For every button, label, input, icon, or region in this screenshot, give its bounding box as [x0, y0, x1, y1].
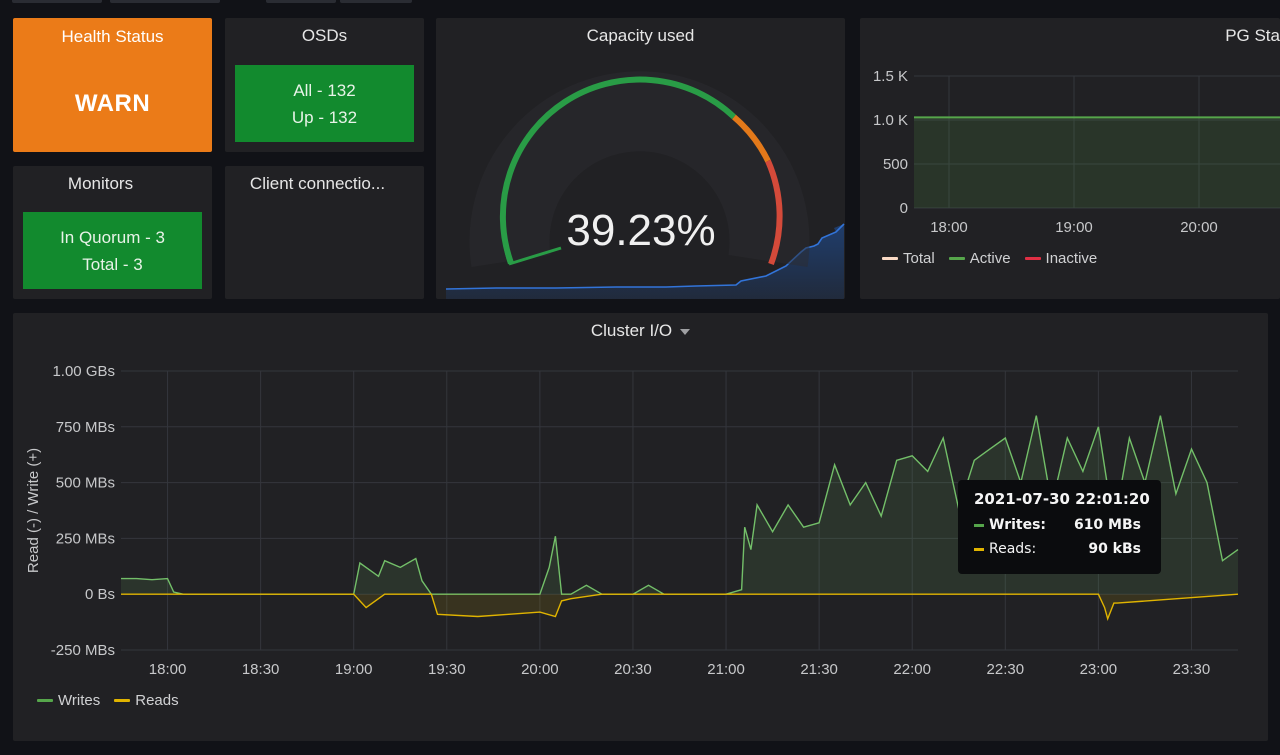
io-legend-writes-label: Writes [58, 692, 101, 709]
monitors-quorum: In Quorum - 3 [60, 227, 165, 247]
pg-legend-active-label: Active [969, 250, 1011, 267]
client-connections-title: Client connectio... [249, 174, 386, 193]
health-status-panel[interactable]: Health Status WARN [13, 18, 212, 152]
pg-status-chart: 1.5 K 1.0 K 500 0 18:00 19:00 20:00 [873, 68, 1280, 236]
pg-y-tick: 1.5 K [873, 68, 908, 85]
tooltip-time: 2021-07-30 22:01:20 [974, 490, 1150, 508]
health-status-value: WARN [74, 90, 151, 117]
pg-x-tick: 18:00 [930, 219, 968, 236]
monitors-stat-box: In Quorum - 3 Total - 3 [23, 212, 202, 289]
toolbar-tab[interactable] [340, 0, 412, 3]
io-legend-writes-swatch [37, 699, 53, 702]
pg-legend-inactive-swatch [1024, 257, 1041, 260]
pg-legend-inactive[interactable]: Inactive [1024, 250, 1098, 267]
pg-legend-total-swatch [882, 257, 898, 260]
io-legend-reads[interactable]: Reads [114, 692, 179, 709]
osds-all: All - 132 [293, 80, 356, 100]
gauge-band-green [499, 76, 737, 265]
gauge-band-orange [732, 114, 771, 163]
tooltip-reads-value: 90 kBs [1088, 541, 1141, 557]
osds-title: OSDs [301, 26, 348, 45]
pg-x-tick: 20:00 [1180, 219, 1218, 236]
cluster-io-header[interactable]: Cluster I/O [13, 321, 1268, 341]
monitors-total: Total - 3 [82, 254, 143, 274]
cluster-io-title: Cluster I/O [590, 321, 673, 340]
pg-x-tick: 19:00 [1055, 219, 1093, 236]
toolbar-tab[interactable] [110, 0, 220, 3]
pg-legend-active-swatch [948, 257, 965, 260]
gauge-band-red [765, 159, 783, 266]
osds-panel[interactable]: OSDs All - 132 Up - 132 [225, 18, 424, 152]
io-legend-reads-swatch [114, 699, 131, 702]
pg-legend-inactive-label: Inactive [1045, 250, 1098, 267]
monitors-panel[interactable]: Monitors In Quorum - 3 Total - 3 [13, 166, 212, 299]
cluster-io-tooltip: 2021-07-30 22:01:20 Writes: 610 MBs Read… [958, 480, 1161, 574]
capacity-value: 39.23% [566, 206, 716, 255]
client-connections-panel[interactable]: Client connectio... [225, 166, 424, 299]
gauge-fill [502, 235, 510, 265]
pg-status-panel[interactable]: PG Sta 1.5 K 1.0 K 500 0 18:00 19:00 20:00 Tot… [860, 18, 1280, 299]
capacity-used-panel[interactable]: Capacity used 39.23% [436, 18, 845, 299]
osds-stat-box: All - 132 Up - 132 [235, 65, 414, 142]
io-legend-reads-label: Reads [135, 692, 179, 709]
monitors-title: Monitors [67, 174, 134, 193]
gauge-needle [508, 246, 562, 266]
pg-legend-active[interactable]: Active [948, 250, 1011, 267]
tooltip-reads-label: Reads: [989, 541, 1037, 557]
pg-legend: Total Active Inactive [882, 250, 1097, 267]
gauge-track [469, 71, 810, 267]
osds-up: Up - 132 [291, 107, 358, 127]
tooltip-writes-row: Writes: 610 MBs [974, 517, 1141, 533]
cluster-io-legend: Writes Reads [37, 692, 179, 709]
pg-y-tick: 1.0 K [873, 112, 908, 129]
health-status-title: Health Status [61, 27, 164, 46]
tooltip-reads-swatch [974, 547, 984, 551]
tooltip-writes-value: 610 MBs [1073, 517, 1141, 533]
pg-legend-total[interactable]: Total [882, 250, 935, 267]
capacity-sparkline [445, 223, 845, 290]
toolbar-tab[interactable] [266, 0, 336, 3]
top-toolbar-strip [0, 0, 1280, 8]
io-legend-writes[interactable]: Writes [37, 692, 100, 709]
chevron-down-icon[interactable] [680, 328, 691, 335]
tooltip-writes-label: Writes: [989, 517, 1047, 533]
tooltip-reads-row: Reads: 90 kBs [974, 541, 1141, 557]
pg-legend-total-label: Total [903, 250, 935, 267]
capacity-gauge [445, 71, 845, 299]
toolbar-tab[interactable] [12, 0, 102, 3]
pg-y-tick: 500 [883, 156, 908, 173]
pg-y-tick: 0 [900, 200, 908, 217]
pg-active-area [914, 117, 1280, 208]
tooltip-writes-swatch [974, 523, 984, 527]
capacity-sparkline-area [446, 224, 844, 299]
